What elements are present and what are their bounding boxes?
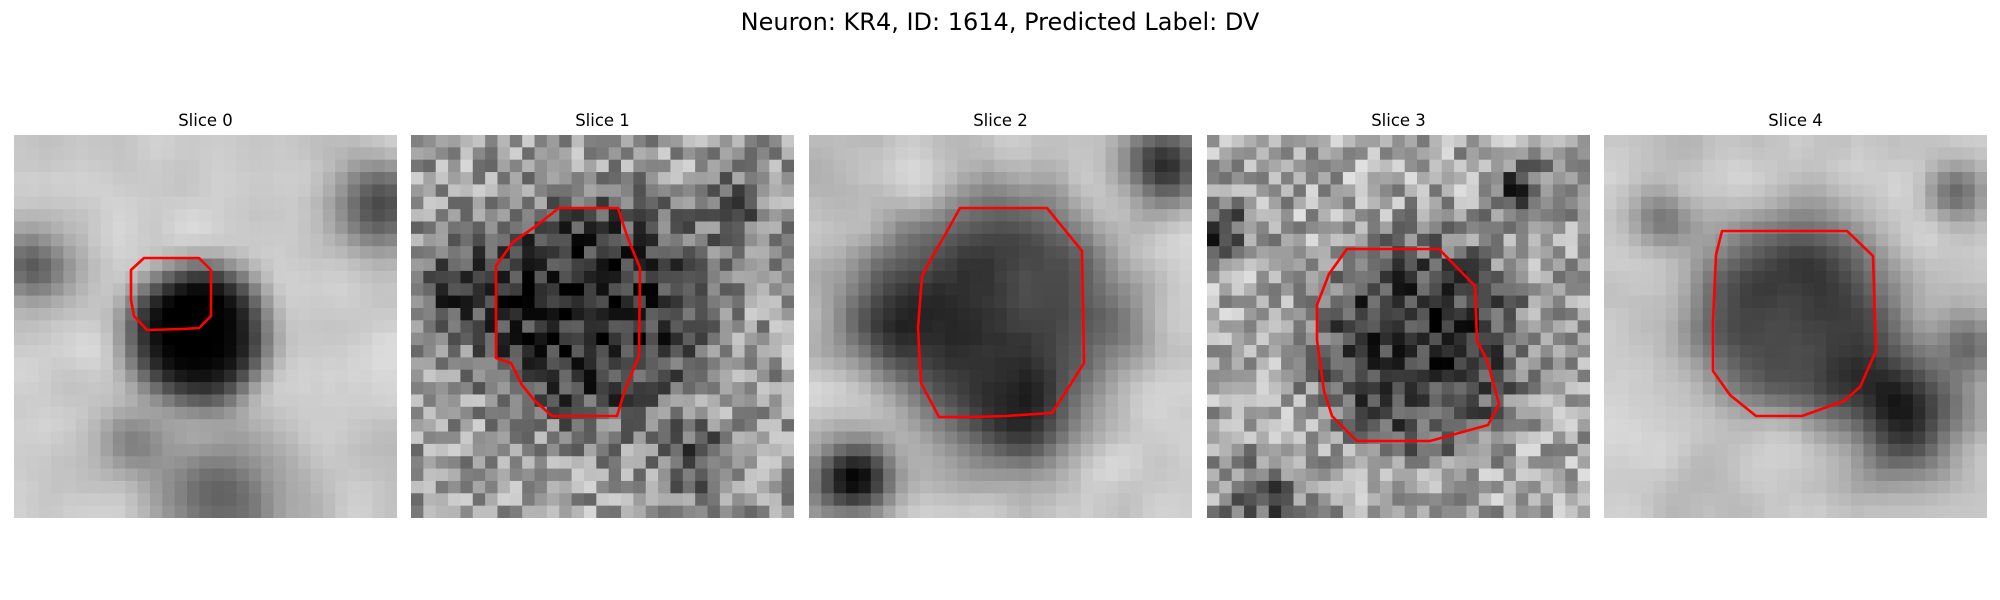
slice-title: Slice 0 [178,111,233,130]
slice-title: Slice 3 [1371,111,1426,130]
pixel-grid [809,135,1192,518]
slice-image [14,135,397,518]
pixel-grid [411,135,794,518]
roi-contour [916,206,1086,419]
roi-contour [1711,229,1878,418]
slice-panel: Slice 0 [14,108,397,518]
slice-image [1207,135,1590,518]
slice-panel: Slice 1 [411,108,794,518]
slice-image [1604,135,1987,518]
slice-image [411,135,794,518]
roi-contour [1315,247,1501,443]
pixel-grid [1604,135,1987,518]
pixel-grid [14,135,397,518]
figure-title: Neuron: KR4, ID: 1614, Predicted Label: … [740,8,1260,36]
slice-panel: Slice 2 [809,108,1192,518]
slice-title: Slice 4 [1768,111,1823,130]
slice-title: Slice 2 [973,111,1028,130]
slice-image [809,135,1192,518]
slice-title: Slice 1 [575,111,630,130]
roi-contour [494,206,642,418]
slice-panel: Slice 3 [1207,108,1590,518]
pixel-grid [1207,135,1590,518]
roi-contour [129,256,213,332]
slice-panel: Slice 4 [1604,108,1987,518]
